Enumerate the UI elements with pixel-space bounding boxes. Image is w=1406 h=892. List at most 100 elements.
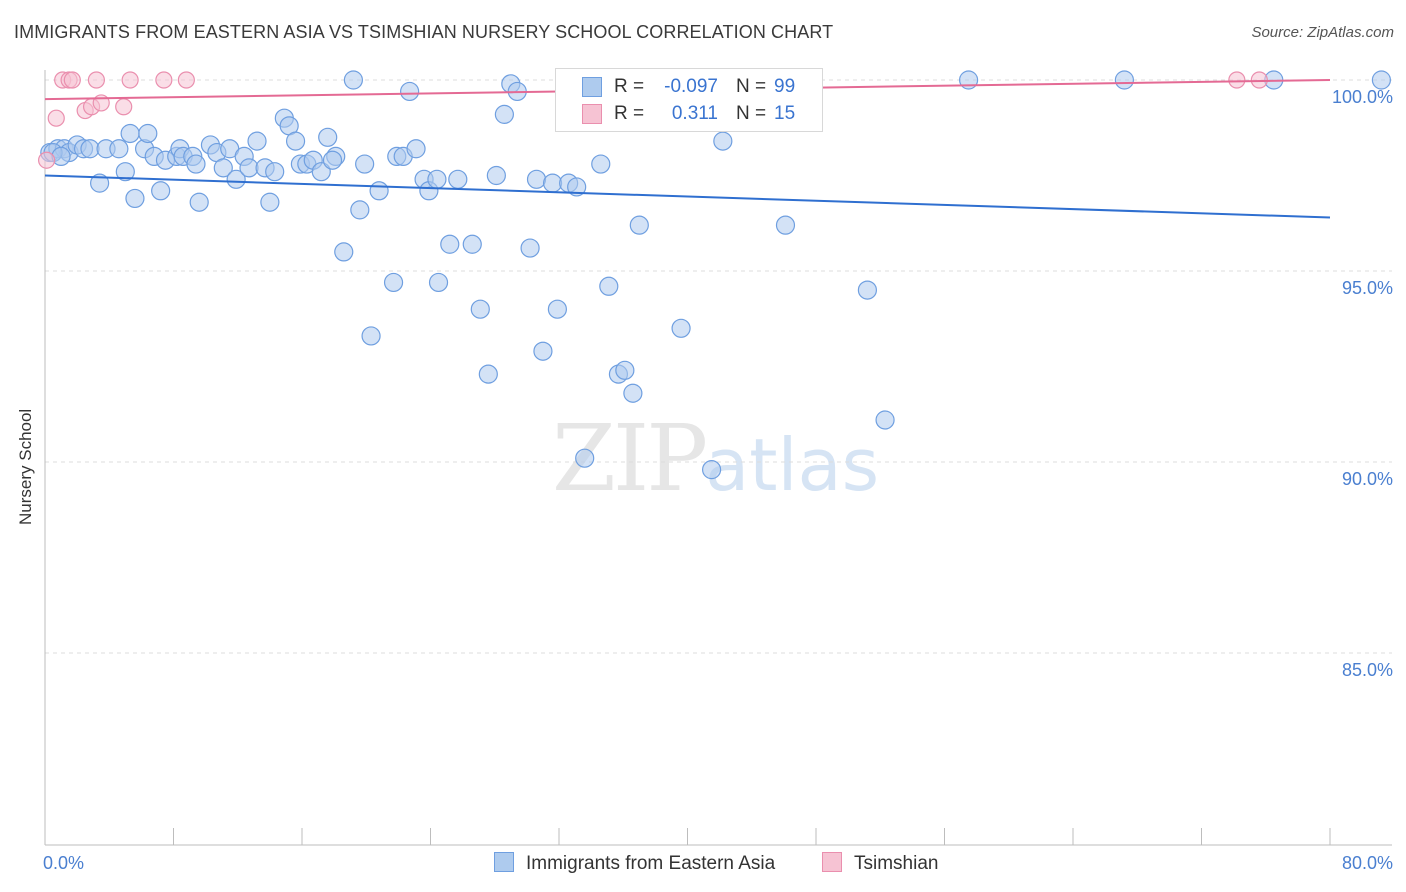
tsimshian-point <box>121 71 139 89</box>
eastern-asia-point <box>599 276 619 296</box>
eastern-asia-point <box>671 318 691 338</box>
tsimshian-point <box>177 71 195 89</box>
eastern-asia-point <box>448 169 468 189</box>
legend-r-label: R = <box>614 103 645 124</box>
bottom-legend-swatch-pink <box>822 852 842 872</box>
tsimshian-point <box>115 98 133 116</box>
eastern-asia-point <box>486 165 506 186</box>
legend-r-value: -0.097 <box>664 76 718 97</box>
eastern-asia-point <box>265 162 285 182</box>
eastern-asia-point <box>350 200 370 220</box>
eastern-asia-point <box>226 169 246 189</box>
eastern-asia-point <box>80 139 100 159</box>
source-label: Source: ZipAtlas.com <box>1251 24 1394 41</box>
eastern-asia-point <box>361 326 381 346</box>
eastern-asia-point <box>1114 70 1135 90</box>
eastern-asia-point <box>189 192 209 212</box>
eastern-asia-point <box>239 158 259 178</box>
legend-n-value: 99 <box>774 76 796 97</box>
eastern-asia-point <box>470 299 490 319</box>
legend-row-eastern-asia: R = -0.097 N = 99 <box>556 73 822 99</box>
label-layer: 85.0% 90.0% 95.0% 100.0% 0.0% 80.0% <box>43 87 1393 873</box>
eastern-asia-point <box>440 234 460 254</box>
eastern-asia-point <box>428 272 449 293</box>
eastern-asia-point <box>260 192 280 212</box>
eastern-asia-point <box>478 364 498 384</box>
x-tick-label-min: 0.0% <box>43 853 84 873</box>
eastern-asia-point <box>623 383 643 403</box>
eastern-asia-point <box>120 123 140 144</box>
watermark-atlas: atlas <box>705 423 880 507</box>
axis-layer <box>44 70 1392 846</box>
y-tick-label: 100.0% <box>1332 87 1393 107</box>
correlation-legend: R = -0.097 N = 99 R = 0.311 N = 15 <box>555 68 823 132</box>
eastern-asia-point <box>629 215 649 235</box>
eastern-asia-point <box>701 460 722 480</box>
eastern-asia-point <box>520 238 540 258</box>
eastern-asia-point <box>383 272 404 293</box>
eastern-asia-point <box>591 154 611 174</box>
eastern-asia-point <box>369 181 389 201</box>
y-tick-label: 90.0% <box>1342 469 1393 489</box>
eastern-asia-point <box>875 410 895 430</box>
eastern-asia-point <box>322 150 343 170</box>
legend-r-value: 0.311 <box>671 103 718 124</box>
x-tick-label-max: 80.0% <box>1342 853 1393 873</box>
eastern-asia-point <box>542 173 563 193</box>
eastern-asia-point <box>151 181 171 201</box>
eastern-asia-point <box>526 169 547 189</box>
bottom-legend-tsimshian: Tsimshian <box>822 852 938 875</box>
eastern-asia-point <box>713 131 733 151</box>
legend-swatch-blue <box>582 77 602 97</box>
chart-title: IMMIGRANTS FROM EASTERN ASIA VS TSIMSHIA… <box>14 22 834 42</box>
eastern-asia-point <box>213 158 233 178</box>
eastern-asia-point <box>1371 70 1392 90</box>
eastern-asia-point <box>343 70 363 90</box>
eastern-asia-point <box>857 280 878 300</box>
legend-n-label: N = <box>736 76 767 97</box>
tsimshian-point <box>63 71 81 89</box>
eastern-asia-point <box>427 169 447 189</box>
eastern-asia-point <box>547 299 567 319</box>
y-tick-label: 95.0% <box>1342 278 1393 298</box>
eastern-asia-point <box>567 177 587 197</box>
eastern-asia-point <box>533 341 553 361</box>
eastern-asia-point <box>355 154 375 174</box>
bottom-legend-eastern-asia: Immigrants from Eastern Asia <box>494 852 775 875</box>
tsimshian-point <box>1228 71 1246 89</box>
eastern-asia-point <box>311 162 331 182</box>
tsimshian-point <box>87 71 106 89</box>
eastern-asia-point <box>494 104 514 124</box>
y-tick-label: 85.0% <box>1342 660 1393 680</box>
points-layer <box>38 70 1392 480</box>
eastern-asia-point <box>115 162 135 182</box>
eastern-asia-point <box>462 234 482 254</box>
eastern-asia-point <box>400 81 420 102</box>
legend-n-label: N = <box>736 103 767 124</box>
eastern-asia-point <box>138 123 158 144</box>
eastern-asia-point <box>575 448 595 468</box>
eastern-asia-point <box>285 131 306 151</box>
tsimshian-point <box>38 151 56 169</box>
legend-r-label: R = <box>614 76 645 97</box>
legend-row-tsimshian: R = 0.311 N = 15 <box>556 100 822 126</box>
eastern-asia-point <box>90 173 110 193</box>
bottom-legend-label: Immigrants from Eastern Asia <box>526 853 776 874</box>
eastern-asia-point <box>615 360 635 380</box>
eastern-asia-point <box>318 127 338 147</box>
eastern-asia-point <box>109 139 129 159</box>
eastern-asia-point <box>406 139 426 159</box>
eastern-asia-point <box>247 131 267 151</box>
bottom-legend-swatch-blue <box>494 852 514 872</box>
eastern-asia-point <box>334 242 354 262</box>
bottom-legend-label: Tsimshian <box>854 853 939 874</box>
eastern-asia-point <box>186 154 206 174</box>
eastern-asia-trendline <box>44 174 1331 219</box>
legend-swatch-pink <box>582 104 602 124</box>
eastern-asia-point <box>125 188 145 209</box>
tsimshian-point <box>47 109 65 127</box>
eastern-asia-point <box>775 215 796 235</box>
legend-n-value: 15 <box>774 103 796 124</box>
tsimshian-point <box>155 71 173 89</box>
